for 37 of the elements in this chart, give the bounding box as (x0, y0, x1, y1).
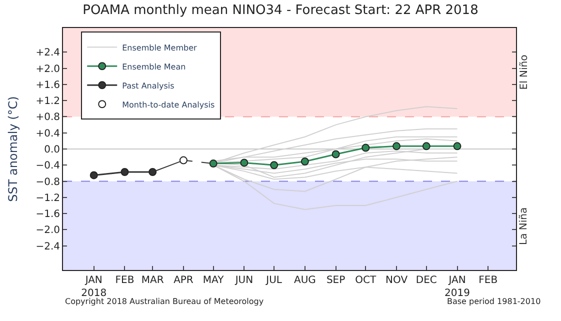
y-tick-label: +2.4 (36, 48, 60, 59)
legend-label: Ensemble Member (122, 43, 198, 52)
y-tick-label: +1.6 (36, 80, 60, 91)
x-tick-label: MAY (202, 275, 225, 286)
text: Copyright 2018 Australian Bureau of Meteorology (65, 297, 264, 306)
y-tick-label: −1.2 (36, 192, 60, 204)
x-tick-label: OCT (355, 275, 378, 286)
y-tick-label: −1.6 (36, 209, 60, 220)
legend-label: Past Analysis (122, 81, 174, 90)
y-tick-label: +0.8 (36, 112, 60, 124)
x-tick-label: MAR (141, 275, 164, 286)
x-tick-label: SEP (326, 275, 346, 286)
chart-title: POAMA monthly mean NINO34 - Forecast Start: 22 APR 2018 (82, 2, 478, 18)
y-tick-label: −2.0 (36, 225, 60, 236)
x-tick-label: AUG (294, 275, 316, 286)
legend-label: Ensemble Mean (122, 62, 186, 72)
x-tick-label: JAN 2019 (444, 275, 470, 299)
y-tick-label: −0.4 (36, 160, 60, 172)
y-tick-label: +1.2 (36, 96, 60, 108)
x-tick-label: JUN (234, 275, 254, 286)
x-tick-label: DEC (416, 275, 437, 286)
band-label: La Niña (518, 207, 530, 245)
y-tick-label: +0.4 (36, 128, 60, 140)
x-tick-label: JAN 2018 (81, 275, 107, 299)
x-tick-label: NOV (386, 275, 408, 286)
x-tick-label: FEB (115, 275, 134, 286)
y-tick-label: +2.0 (36, 64, 60, 75)
band-label: El Niño (518, 54, 530, 90)
y-tick-label: −2.4 (36, 241, 60, 252)
x-tick-label: JUL (265, 275, 282, 286)
x-tick-label: FEB (478, 275, 498, 286)
x-tick-label: APR (174, 275, 194, 286)
y-tick-label: −0.8 (36, 176, 60, 188)
legend-label: Month-to-date Analysis (122, 100, 215, 110)
y-axis-title: SST anomaly (°C) (6, 96, 20, 202)
y-tick-label: 0.0 (44, 144, 60, 156)
text: Base period 1981-2010 (447, 297, 541, 306)
